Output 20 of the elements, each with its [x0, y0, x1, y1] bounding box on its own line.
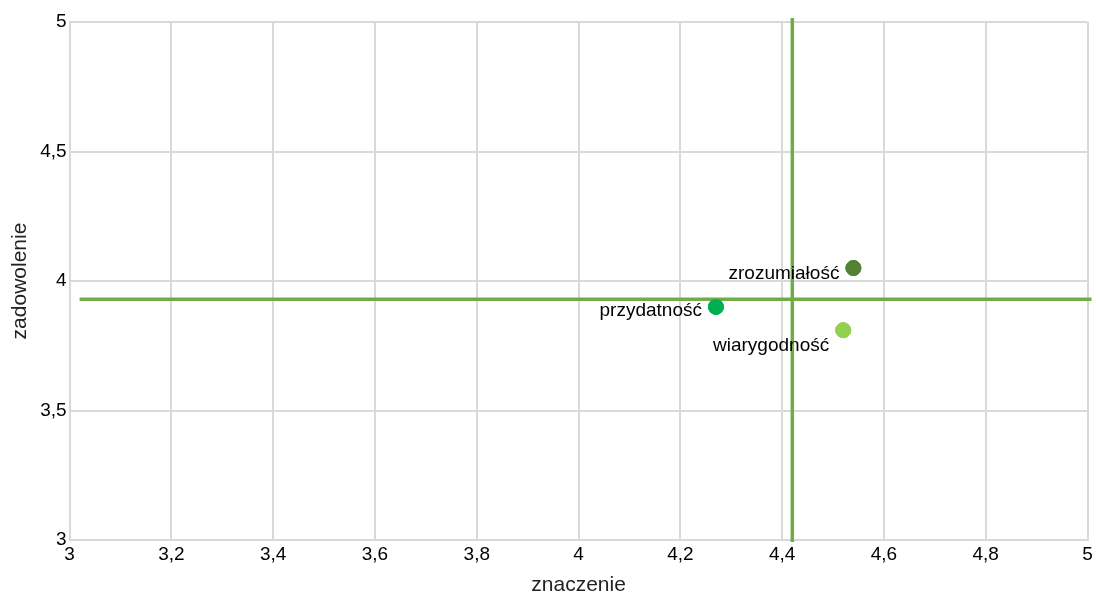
y-axis-title: zadowolenie	[7, 222, 31, 340]
y-tick-label: 4	[56, 269, 68, 291]
x-tick-label: 3,4	[259, 542, 287, 564]
x-tick-label: 3,6	[361, 542, 389, 564]
x-tick-label: 5	[1082, 542, 1093, 564]
y-tick-label: 3,5	[40, 398, 67, 420]
x-tick-label: 3,8	[463, 542, 490, 564]
series-label: przydatność	[599, 299, 702, 321]
x-tick-label: 4,2	[667, 542, 694, 564]
x-tick-label: 4	[573, 542, 585, 564]
y-tick-label: 4,5	[40, 139, 67, 161]
x-axis-title: znaczenie	[531, 572, 626, 596]
y-tick-label: 5	[56, 10, 67, 32]
x-tick-label: 4,4	[768, 542, 796, 564]
x-tick-label: 4,8	[972, 542, 999, 564]
point	[845, 260, 862, 277]
x-tick-label: 3,2	[158, 542, 185, 564]
point	[835, 322, 852, 339]
point	[707, 298, 724, 315]
x-tick-label: 4,6	[870, 542, 898, 564]
